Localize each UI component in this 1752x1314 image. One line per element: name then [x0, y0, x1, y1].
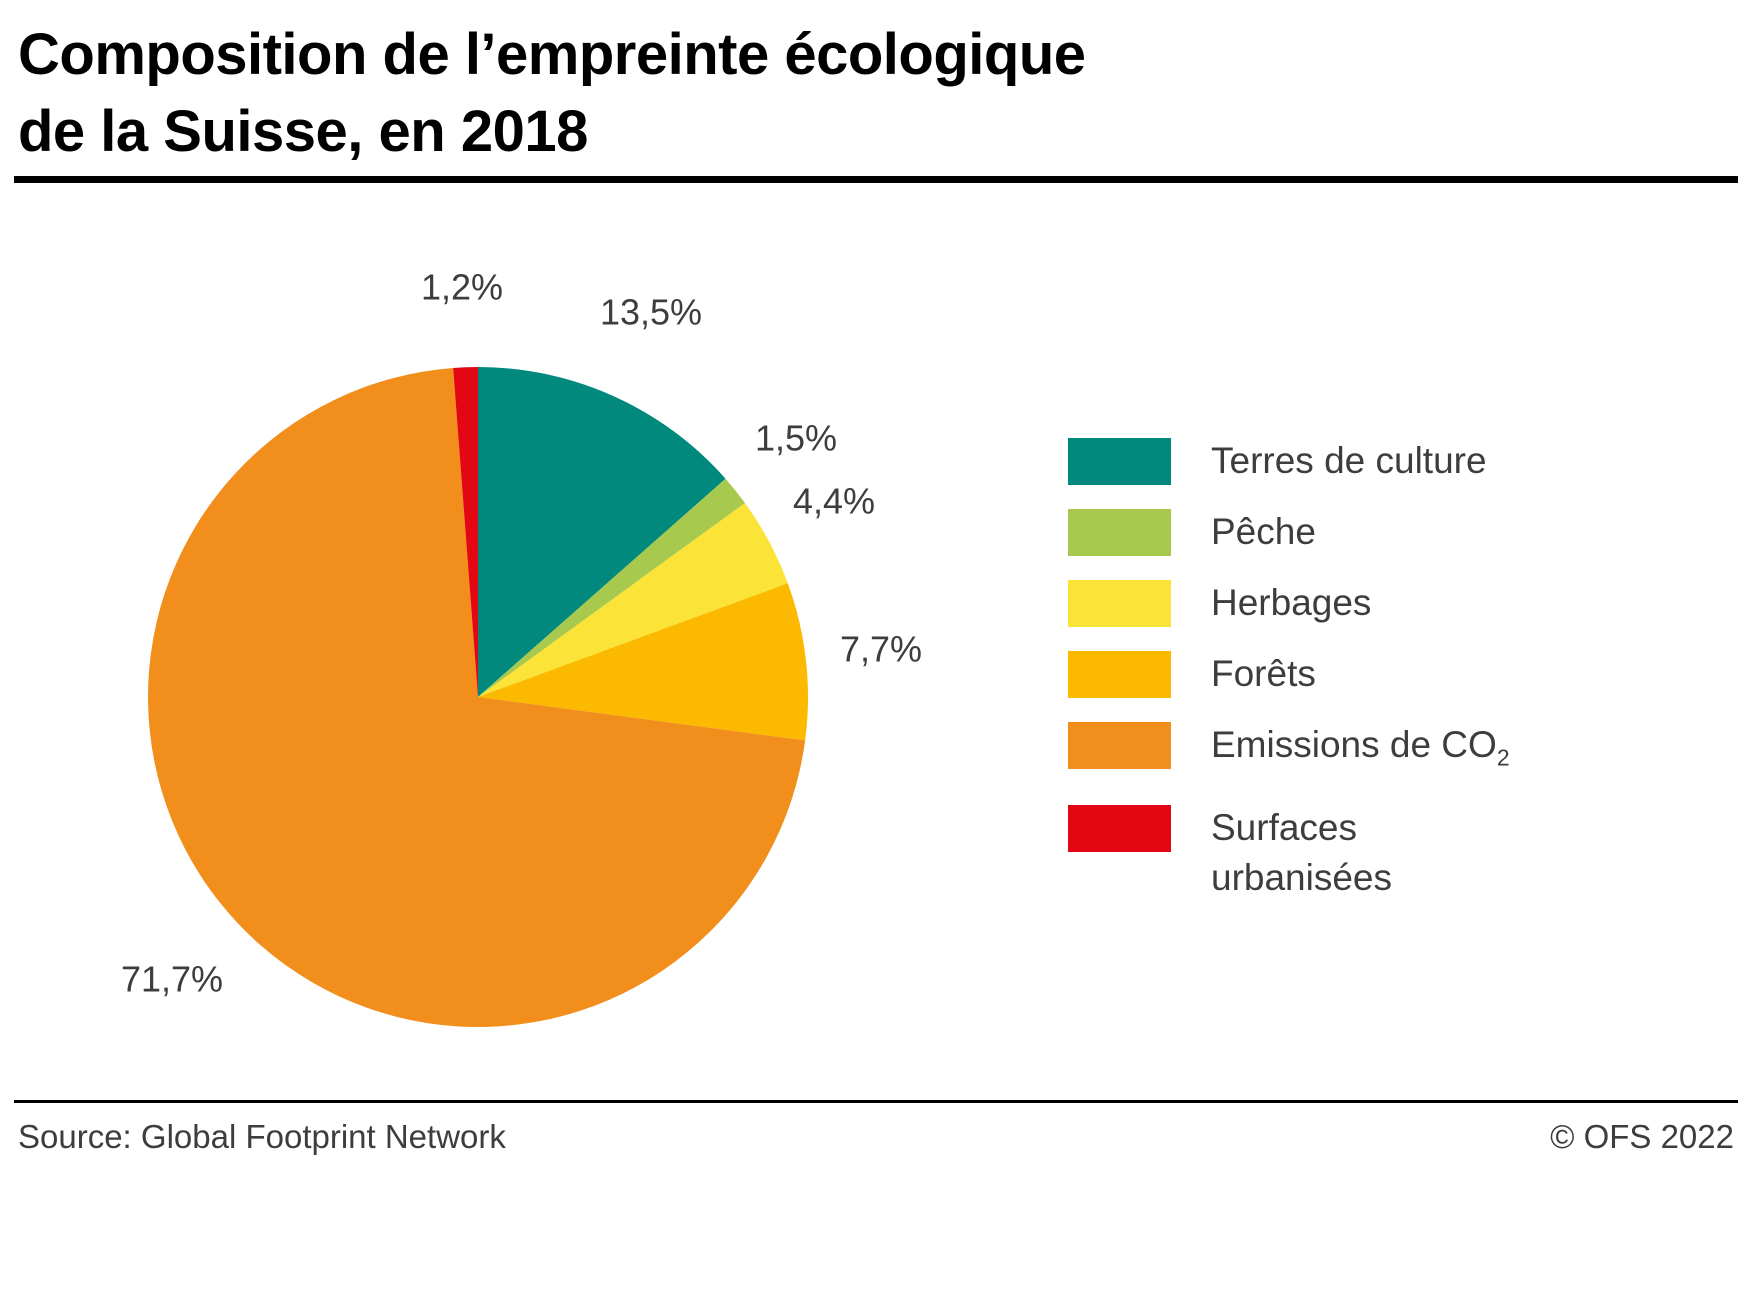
chart-title-line-2: de la Suisse, en 2018 [18, 99, 588, 165]
pie-slice-peche [478, 478, 745, 697]
pct-label-herbages: 4,4% [793, 481, 875, 522]
legend-swatch-emissions-co2 [1068, 722, 1171, 769]
pct-label-surfaces-urbanisees: 1,2% [421, 267, 503, 308]
legend-label-terres-de-culture: Terres de culture [1211, 440, 1487, 481]
legend-item-forets: Forêts [1068, 651, 1510, 699]
pct-label-terres-de-culture: 13,5% [600, 292, 702, 333]
chart-title-line-1: Composition de l’empreinte écologique [18, 22, 1086, 87]
footer: Source: Global Footprint Network © OFS 2… [18, 1118, 1734, 1156]
legend-swatch-herbages [1068, 580, 1171, 627]
pie-slice-terres-de-culture [478, 367, 726, 697]
pie-slice-herbages [478, 503, 788, 697]
chart-title: Composition de l’empreinte écologique de… [18, 16, 1086, 170]
title-divider [14, 176, 1738, 183]
legend-label-surfaces-urbanisees: Surfaces urbanisées [1211, 807, 1393, 899]
legend-label-peche: Pêche [1211, 511, 1316, 552]
pie-slice-surfaces-urbanisees [453, 367, 478, 697]
legend-swatch-forets [1068, 651, 1171, 698]
legend-item-surfaces-urbanisees: Surfaces urbanisées [1068, 805, 1510, 903]
footer-divider [14, 1100, 1738, 1103]
legend-swatch-terres-de-culture [1068, 438, 1171, 485]
source-text: Source: Global Footprint Network [18, 1118, 506, 1155]
legend-item-peche: Pêche [1068, 509, 1510, 557]
legend-swatch-peche [1068, 509, 1171, 556]
pct-label-peche: 1,5% [755, 418, 837, 459]
legend-label-forets: Forêts [1211, 653, 1316, 694]
legend-item-herbages: Herbages [1068, 580, 1510, 628]
copyright-text: © OFS 2022 [1550, 1118, 1734, 1155]
pie-slice-forets [478, 583, 808, 741]
pct-label-emissions-co2: 71,7% [121, 959, 223, 1000]
pie-slice-emissions-co2 [147, 367, 806, 1028]
legend-item-emissions-co2: Emissions de CO2 [1068, 722, 1510, 782]
pct-label-forets: 7,7% [840, 629, 922, 670]
legend: Terres de culture Pêche Herbages Forêts Emis… [1068, 438, 1510, 926]
legend-item-terres-de-culture: Terres de culture [1068, 438, 1510, 486]
legend-swatch-surfaces-urbanisees [1068, 805, 1171, 853]
legend-label-emissions-co2: Emissions de CO2 [1211, 724, 1510, 771]
legend-label-herbages: Herbages [1211, 582, 1372, 623]
